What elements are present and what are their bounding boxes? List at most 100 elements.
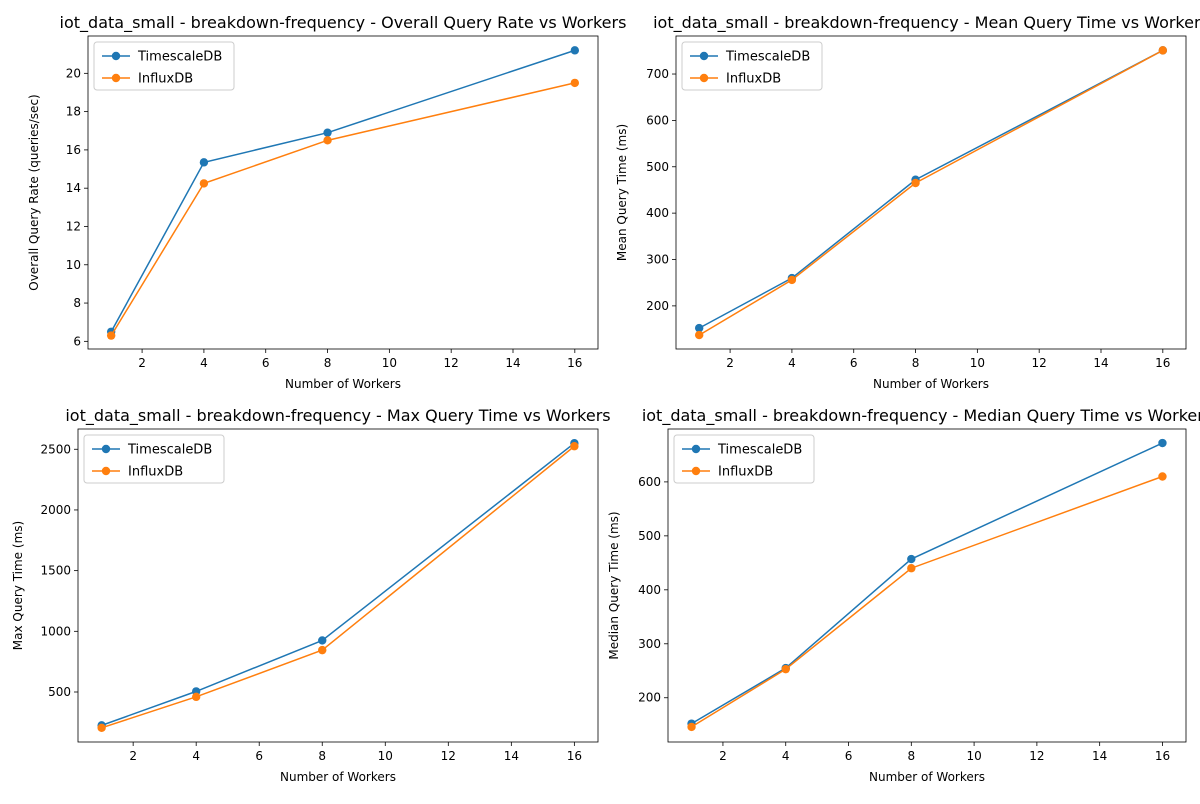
y-tick-label: 20 — [66, 66, 81, 80]
legend-label: InfluxDB — [138, 72, 193, 87]
legend-marker — [691, 444, 701, 454]
data-point — [318, 636, 327, 645]
x-axis-label: Number of Workers — [873, 377, 989, 391]
x-tick-label: 4 — [192, 749, 200, 763]
x-tick-label: 14 — [504, 749, 519, 763]
legend-label: TimescaleDB — [137, 50, 222, 65]
legend-label: TimescaleDB — [717, 443, 802, 458]
subplot-2: iot_data_small - breakdown-frequency - M… — [615, 13, 1200, 391]
y-axis-label: Median Query Time (ms) — [607, 511, 621, 659]
y-tick-label: 500 — [48, 685, 71, 699]
legend-marker — [699, 73, 709, 83]
data-point — [781, 664, 790, 674]
legend-label: InfluxDB — [128, 465, 183, 480]
legend-marker — [101, 466, 111, 476]
x-tick-label: 4 — [200, 356, 208, 370]
data-point — [1158, 46, 1168, 55]
chart-title: iot_data_small - breakdown-frequency - O… — [60, 13, 627, 33]
chart-title: iot_data_small - breakdown-frequency - M… — [65, 406, 610, 426]
y-tick-label: 12 — [66, 219, 81, 233]
data-point — [570, 442, 579, 451]
x-axis-label: Number of Workers — [280, 770, 396, 784]
data-point — [911, 178, 920, 188]
axes-frame — [77, 428, 599, 743]
y-tick-label: 1000 — [40, 624, 71, 638]
x-tick-label: 12 — [444, 356, 459, 370]
x-tick-label: 16 — [1155, 749, 1170, 763]
data-point — [191, 692, 201, 702]
data-point — [1158, 472, 1167, 481]
y-tick-label: 500 — [646, 160, 669, 174]
data-point — [570, 46, 580, 55]
x-tick-label: 10 — [966, 749, 981, 763]
chart-title: iot_data_small - breakdown-frequency - M… — [642, 406, 1200, 426]
x-tick-label: 14 — [505, 356, 520, 370]
series-line-influxdb — [698, 49, 1164, 336]
series-line-timescaledb — [691, 442, 1163, 725]
x-tick-label: 12 — [1032, 356, 1047, 370]
y-tick-label: 300 — [638, 637, 661, 651]
legend-marker — [111, 73, 121, 83]
legend-marker — [111, 51, 121, 61]
x-axis-label: Number of Workers — [285, 377, 401, 391]
series-line-timescaledb — [698, 49, 1164, 329]
y-tick-label: 2000 — [40, 503, 71, 517]
x-tick-label: 10 — [382, 356, 397, 370]
axes-frame — [667, 428, 1187, 743]
data-point — [199, 179, 209, 188]
axes-frame — [87, 35, 599, 350]
x-tick-label: 12 — [1029, 749, 1044, 763]
x-tick-label: 2 — [129, 749, 137, 763]
data-point — [323, 128, 332, 137]
x-tick-label: 16 — [1155, 356, 1170, 370]
series-line-influxdb — [110, 82, 575, 336]
y-tick-label: 300 — [646, 253, 669, 267]
legend-label: TimescaleDB — [725, 50, 810, 65]
x-tick-label: 16 — [567, 356, 582, 370]
legend-label: InfluxDB — [718, 465, 773, 480]
x-tick-label: 8 — [318, 749, 326, 763]
data-point — [106, 331, 116, 340]
y-tick-label: 6 — [73, 334, 81, 348]
y-tick-label: 200 — [638, 691, 661, 705]
x-tick-label: 16 — [567, 749, 582, 763]
series-line-timescaledb — [101, 442, 575, 727]
y-tick-label: 500 — [638, 529, 661, 543]
legend-label: TimescaleDB — [127, 443, 212, 458]
x-tick-label: 6 — [255, 749, 263, 763]
data-point — [787, 275, 797, 285]
y-tick-label: 8 — [73, 296, 81, 310]
chart-title: iot_data_small - breakdown-frequency - M… — [653, 13, 1200, 33]
x-tick-label: 14 — [1092, 749, 1107, 763]
legend-label: InfluxDB — [726, 72, 781, 87]
data-point — [687, 722, 696, 732]
y-tick-label: 200 — [646, 299, 669, 313]
x-tick-label: 10 — [970, 356, 985, 370]
x-tick-label: 8 — [907, 749, 915, 763]
x-tick-label: 12 — [441, 749, 456, 763]
y-tick-label: 16 — [66, 143, 81, 157]
x-tick-label: 6 — [262, 356, 270, 370]
y-tick-label: 400 — [646, 206, 669, 220]
data-point — [318, 645, 327, 655]
y-axis-label: Max Query Time (ms) — [11, 521, 25, 650]
y-axis-label: Overall Query Rate (queries/sec) — [27, 94, 41, 290]
subplot-1: iot_data_small - breakdown-frequency - O… — [27, 13, 626, 391]
data-point — [199, 158, 209, 167]
data-point — [97, 723, 106, 733]
y-axis-label: Mean Query Time (ms) — [615, 124, 629, 261]
x-tick-label: 8 — [324, 356, 332, 370]
x-tick-label: 4 — [788, 356, 796, 370]
y-tick-label: 400 — [638, 583, 661, 597]
x-tick-label: 14 — [1093, 356, 1108, 370]
y-tick-label: 600 — [638, 475, 661, 489]
y-tick-label: 10 — [66, 258, 81, 272]
data-point — [907, 564, 916, 573]
legend-marker — [691, 466, 701, 476]
x-tick-label: 2 — [726, 356, 734, 370]
x-tick-label: 2 — [138, 356, 146, 370]
legend-marker — [699, 51, 709, 61]
data-point — [907, 554, 916, 564]
